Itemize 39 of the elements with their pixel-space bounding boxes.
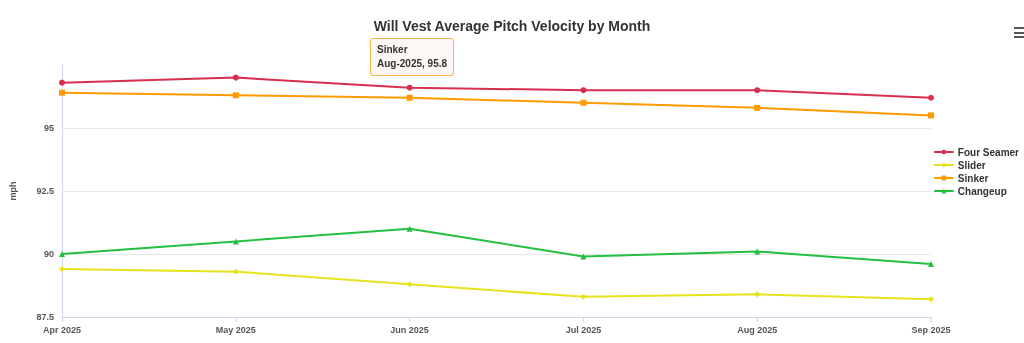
point <box>928 261 934 268</box>
point <box>580 293 587 300</box>
x-tick-label: Jul 2025 <box>565 324 602 335</box>
y-axis-title: mph <box>7 181 18 201</box>
point <box>232 268 239 275</box>
point <box>580 253 587 260</box>
point <box>754 291 761 298</box>
x-tick-label: Aug 2025 <box>737 324 778 335</box>
x-tick-label: May 2025 <box>215 324 256 335</box>
point <box>928 94 934 101</box>
point <box>59 266 65 273</box>
point <box>754 87 761 94</box>
point <box>406 281 413 288</box>
legend-label: Changeup <box>957 185 1007 197</box>
point <box>59 251 65 257</box>
point <box>232 74 239 81</box>
point <box>754 104 761 111</box>
x-tick-label: Jun 2025 <box>390 324 429 335</box>
y-tick-label: 95 <box>43 123 54 133</box>
point <box>928 112 934 119</box>
x-tick-label: Sep 2025 <box>911 324 951 335</box>
point <box>406 94 413 101</box>
x-tick-label: Apr 2025 <box>42 324 82 335</box>
point <box>406 225 413 232</box>
point <box>580 87 587 94</box>
annotation: Sinker Aug-2025, 95.8 <box>370 38 455 76</box>
point <box>59 89 65 96</box>
y-tick-label: 92.5 <box>36 186 54 196</box>
point <box>928 296 934 303</box>
y-tick-label: 87.5 <box>36 312 54 322</box>
point <box>59 79 65 86</box>
point <box>406 84 413 91</box>
chart-title: Will Vest Average Pitch Velocity by Month <box>373 18 651 34</box>
point <box>580 99 587 106</box>
legend-label: Sinker <box>957 172 989 184</box>
y-tick-label: 90 <box>43 249 54 259</box>
point <box>232 92 239 99</box>
legend-label: Slider <box>957 159 986 171</box>
legend-label: Four Seamer <box>957 146 1020 158</box>
